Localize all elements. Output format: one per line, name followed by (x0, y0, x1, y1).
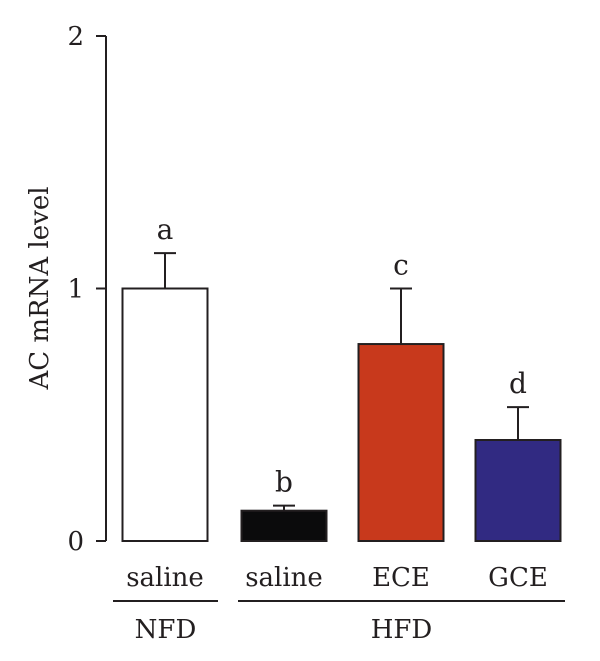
x-category-label-1: saline (126, 563, 204, 593)
bar-3 (357, 343, 445, 542)
bar-4 (474, 439, 562, 542)
y-tick-label-0: 0 (67, 527, 84, 557)
y-tick-label-1: 1 (67, 275, 84, 305)
x-category-label-2: saline (245, 563, 323, 593)
x-axis-labels: saline saline ECE GCE (126, 563, 548, 593)
bar-2 (240, 509, 328, 543)
group-label-hfd: HFD (371, 615, 433, 645)
significance-label-4: d (509, 367, 527, 400)
x-category-label-3: ECE (372, 563, 430, 593)
significance-label-1: a (157, 213, 174, 246)
bars: a b c d (121, 213, 562, 543)
group-label-nfd: NFD (135, 615, 197, 645)
significance-label-3: c (393, 249, 409, 282)
significance-label-2: b (275, 466, 293, 499)
bar-1 (121, 287, 209, 542)
x-category-label-4: GCE (488, 563, 548, 593)
group-labels: NFD HFD (113, 600, 565, 645)
y-axis-ticks: 0 1 2 (67, 22, 106, 557)
y-tick-label-2: 2 (67, 22, 84, 52)
y-axis-label: AC mRNA level (25, 186, 55, 390)
